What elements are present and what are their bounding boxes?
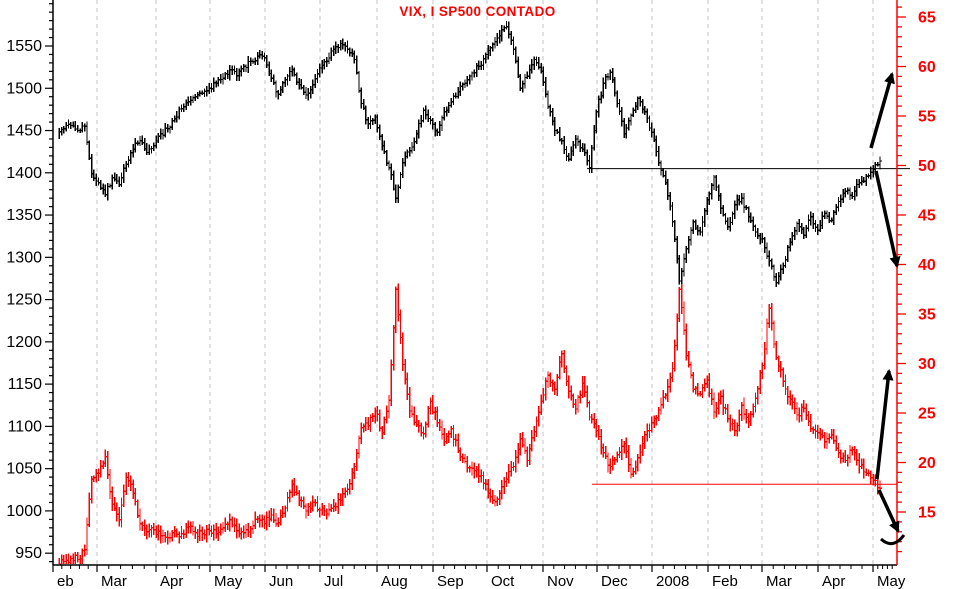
annotation-lines <box>587 168 910 485</box>
vix-down-scenario-arrow <box>877 489 900 533</box>
month-label: Oct <box>491 573 515 589</box>
left-axis-label: 1050 <box>6 461 42 478</box>
axes <box>52 0 898 566</box>
left-axis-label: 1150 <box>8 376 43 393</box>
right-axis-label: 50 <box>918 158 936 175</box>
month-label: Apr <box>822 573 845 589</box>
month-label: Jun <box>269 573 293 589</box>
month-label: Mar <box>101 573 127 589</box>
left-axis-label: 1100 <box>8 418 43 435</box>
right-axis: 65 60 55 50 45 40 35 30 25 20 15 <box>897 6 936 553</box>
left-axis-label: 1300 <box>6 249 42 266</box>
right-axis-label: 15 <box>918 505 936 522</box>
month-label: Feb <box>712 573 738 589</box>
vix-series-bars <box>58 283 883 565</box>
month-label: May <box>877 573 906 589</box>
month-label: Dec <box>601 573 628 589</box>
month-label: Aug <box>381 573 408 589</box>
left-axis: 1550 1500 1450 1400 1350 1300 1250 1200 1150 1100… <box>6 3 53 563</box>
right-axis-label: 55 <box>918 109 936 126</box>
sp500-down-scenario-arrow <box>874 170 901 269</box>
right-axis-label: 30 <box>918 356 936 373</box>
left-axis-label: 1500 <box>6 80 42 97</box>
left-axis-label: 950 <box>15 545 42 562</box>
month-label: Apr <box>160 573 183 589</box>
month-label: Sep <box>437 573 464 589</box>
right-axis-label: 35 <box>918 307 936 324</box>
vix-up-scenario-arrow <box>875 368 894 480</box>
vix-down-scenario-arrow-hook <box>879 534 906 546</box>
month-gridlines <box>96 0 874 565</box>
right-axis-label: 65 <box>918 10 936 27</box>
scenario-arrows <box>869 71 906 546</box>
month-label: Mar <box>766 573 792 589</box>
month-label: eb <box>57 573 74 589</box>
right-axis-label: 25 <box>918 406 936 423</box>
month-label: Nov <box>547 573 574 589</box>
month-label: 2008 <box>656 573 689 589</box>
left-axis-label: 1400 <box>6 165 42 182</box>
chart-title: VIX, I SP500 CONTADO <box>399 4 556 19</box>
right-axis-label: 20 <box>918 455 936 472</box>
right-axis-label: 60 <box>918 59 936 76</box>
left-axis-label: 1200 <box>6 334 42 351</box>
left-axis-label: 1250 <box>6 292 42 309</box>
left-axis-label: 1450 <box>6 123 42 140</box>
left-axis-label: 1550 <box>6 38 42 55</box>
sp500-series-bars <box>58 20 883 287</box>
right-axis-label: 45 <box>918 208 936 225</box>
x-axis: eb Mar Apr May Jun Jul Aug Sep Oct Nov Dec 2008 Feb M… <box>52 565 906 589</box>
right-axis-label: 40 <box>918 257 936 274</box>
month-label: May <box>214 573 243 589</box>
month-label: Jul <box>324 573 343 589</box>
sp500-up-scenario-arrow <box>869 71 895 149</box>
left-axis-label: 1000 <box>6 503 42 520</box>
left-axis-label: 1350 <box>6 207 42 224</box>
